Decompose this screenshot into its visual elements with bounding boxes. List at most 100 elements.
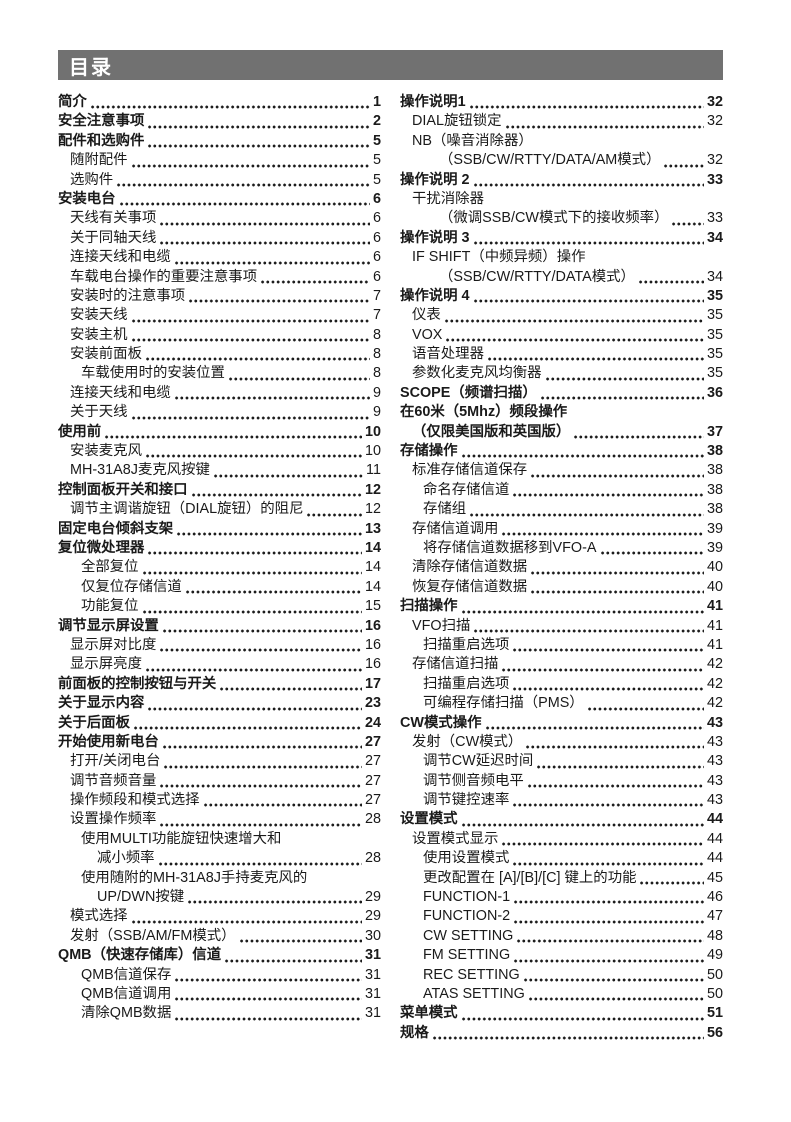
toc-entry-page: 37 — [706, 423, 723, 440]
toc-entry-page: 56 — [706, 1024, 723, 1041]
toc-entry: 存储信道调用 39 — [400, 520, 723, 539]
toc-entry-page: 35 — [706, 326, 723, 343]
toc-entry: CW模式操作 43 — [400, 714, 723, 733]
toc-entry-label: VFO扫描 — [412, 617, 471, 634]
toc-entry-label: IF SHIFT（中频异频）操作 — [412, 249, 586, 266]
toc-leader-dots — [572, 423, 705, 442]
toc-entry-page: 50 — [706, 966, 723, 983]
toc-entry-label: 安装天线 — [70, 307, 128, 324]
toc-entry: 操作说明 4 35 — [400, 287, 723, 306]
toc-entry-label: 使用MULTI功能旋钮快速增大和 — [81, 830, 282, 847]
toc-entry-label: 调节显示屏设置 — [58, 617, 159, 634]
toc-entry-page: 50 — [706, 985, 723, 1002]
toc-entry: QMB信道调用 31 — [58, 985, 381, 1004]
toc-entry: （仅限美国版和英国版） 37 — [400, 423, 723, 442]
toc-entry: 扫描重启选项 41 — [400, 636, 723, 655]
toc-entry-label: UP/DWN按键 — [97, 889, 185, 906]
toc-entry-label: 存储信道调用 — [412, 520, 499, 537]
toc-entry: 安装时的注意事项 7 — [58, 287, 381, 306]
toc-entry-label: 命名存储信道 — [423, 481, 510, 498]
toc-leader-dots — [158, 229, 371, 248]
toc-entry: 发射（SSB/AM/FM模式） 30 — [58, 927, 381, 946]
toc-entry: 关于后面板 24 — [58, 714, 381, 733]
toc-entry-page: 29 — [364, 889, 381, 906]
toc-entry: VOX 35 — [400, 326, 723, 345]
toc-entry-page: 35 — [706, 346, 723, 363]
toc-entry-label: 车载使用时的安装位置 — [81, 365, 225, 382]
toc-entry: 调节音频音量 27 — [58, 772, 381, 791]
toc-entry-label: 存储信道扫描 — [412, 656, 499, 673]
toc-entry-label: 使用前 — [58, 423, 102, 440]
toc-entry: 存储操作 38 — [400, 442, 723, 461]
toc-leader-dots — [238, 927, 363, 946]
toc-entry-label: 扫描重启选项 — [423, 675, 510, 692]
toc-entry-label: 车载电台操作的重要注意事项 — [70, 268, 258, 285]
toc-entry-label: NB（噪音消除器） — [412, 132, 533, 149]
toc-entry-label: VOX — [412, 326, 443, 343]
toc-entry: 简介 1 — [58, 93, 381, 112]
toc-entry: 安装前面板 8 — [58, 345, 381, 364]
toc-entry: 安装主机 8 — [58, 326, 381, 345]
toc-entry-page: 14 — [364, 578, 381, 595]
toc-entry-label: CW模式操作 — [400, 714, 482, 731]
toc-leader-dots — [130, 403, 371, 422]
toc-entry-page: 8 — [372, 346, 381, 363]
toc-entry: 连接天线和电缆 9 — [58, 384, 381, 403]
toc-entry-page: 47 — [706, 908, 723, 925]
toc-entry-page: 5 — [372, 171, 381, 188]
toc-leader-dots — [515, 927, 705, 946]
toc-leader-dots — [130, 151, 371, 170]
toc-entry-page: 35 — [706, 287, 723, 304]
toc-entry: 清除QMB数据 31 — [58, 1004, 381, 1023]
toc-entry-label: 模式选择 — [70, 908, 128, 925]
toc-entry: 减小频率 28 — [58, 849, 381, 868]
toc-entry-page: 44 — [706, 830, 723, 847]
toc-leader-dots — [158, 209, 371, 228]
toc-entry: 操作说明1 32 — [400, 93, 723, 112]
toc-entry-page: 17 — [364, 675, 381, 692]
toc-entry: 全部复位 14 — [58, 558, 381, 577]
toc-entry-label: 规格 — [400, 1024, 429, 1041]
toc-entry-label: QMB（快速存储库）信道 — [58, 947, 222, 964]
toc-entry: 发射（CW模式） 43 — [400, 733, 723, 752]
toc-entry-label: 天线有关事项 — [70, 210, 157, 227]
toc-entry-page: 6 — [372, 210, 381, 227]
toc-entry-label: 设置模式显示 — [412, 830, 499, 847]
toc-entry: FUNCTION-2 47 — [400, 907, 723, 926]
toc-entry-label: 连接天线和电缆 — [70, 384, 171, 401]
toc-entry-page: 43 — [706, 753, 723, 770]
toc-entry-page: 32 — [706, 94, 723, 110]
toc-entry-page: 29 — [364, 908, 381, 925]
toc-leader-dots — [524, 733, 705, 752]
toc-entry-page: 27 — [364, 733, 381, 750]
toc-entry: 操作频段和模式选择 27 — [58, 791, 381, 810]
toc-entry-label: QMB信道调用 — [81, 985, 172, 1002]
toc-entry: 存储组 38 — [400, 500, 723, 519]
toc-entry: VFO扫描 41 — [400, 617, 723, 636]
toc-entry: 显示屏对比度 16 — [58, 636, 381, 655]
toc-entry-label: 安全注意事项 — [58, 113, 145, 130]
toc-entry-page: 43 — [706, 714, 723, 731]
toc-entry-page: 42 — [706, 675, 723, 692]
toc-entry-page: 30 — [364, 927, 381, 944]
toc-entry: 打开/关闭电台 27 — [58, 752, 381, 771]
toc-entry: 模式选择 29 — [58, 907, 381, 926]
toc-leader-dots — [544, 364, 705, 383]
toc-entry: 关于同轴天线 6 — [58, 229, 381, 248]
toc-entry: 菜单模式 51 — [400, 1004, 723, 1023]
toc-entry-label: 调节CW延迟时间 — [423, 753, 534, 770]
toc-entry: MH-31A8J麦克风按键 11 — [58, 461, 381, 480]
toc-leader-dots — [146, 694, 363, 713]
toc-leader-dots — [144, 345, 371, 364]
toc-leader-dots — [444, 326, 705, 345]
toc-entry: 更改配置在 [A]/[B]/[C] 键上的功能 45 — [400, 869, 723, 888]
toc-entry-page: 44 — [706, 811, 723, 828]
toc-entry-label: 安装麦克风 — [70, 443, 142, 460]
toc-entry-page: 7 — [372, 307, 381, 324]
toc-entry-page: 38 — [706, 443, 723, 460]
toc-entry-page: 31 — [364, 947, 381, 964]
toc-entry-label: 扫描操作 — [400, 598, 458, 615]
toc-entry: FM SETTING 49 — [400, 946, 723, 965]
toc-entry-label: 设置模式 — [400, 811, 458, 828]
